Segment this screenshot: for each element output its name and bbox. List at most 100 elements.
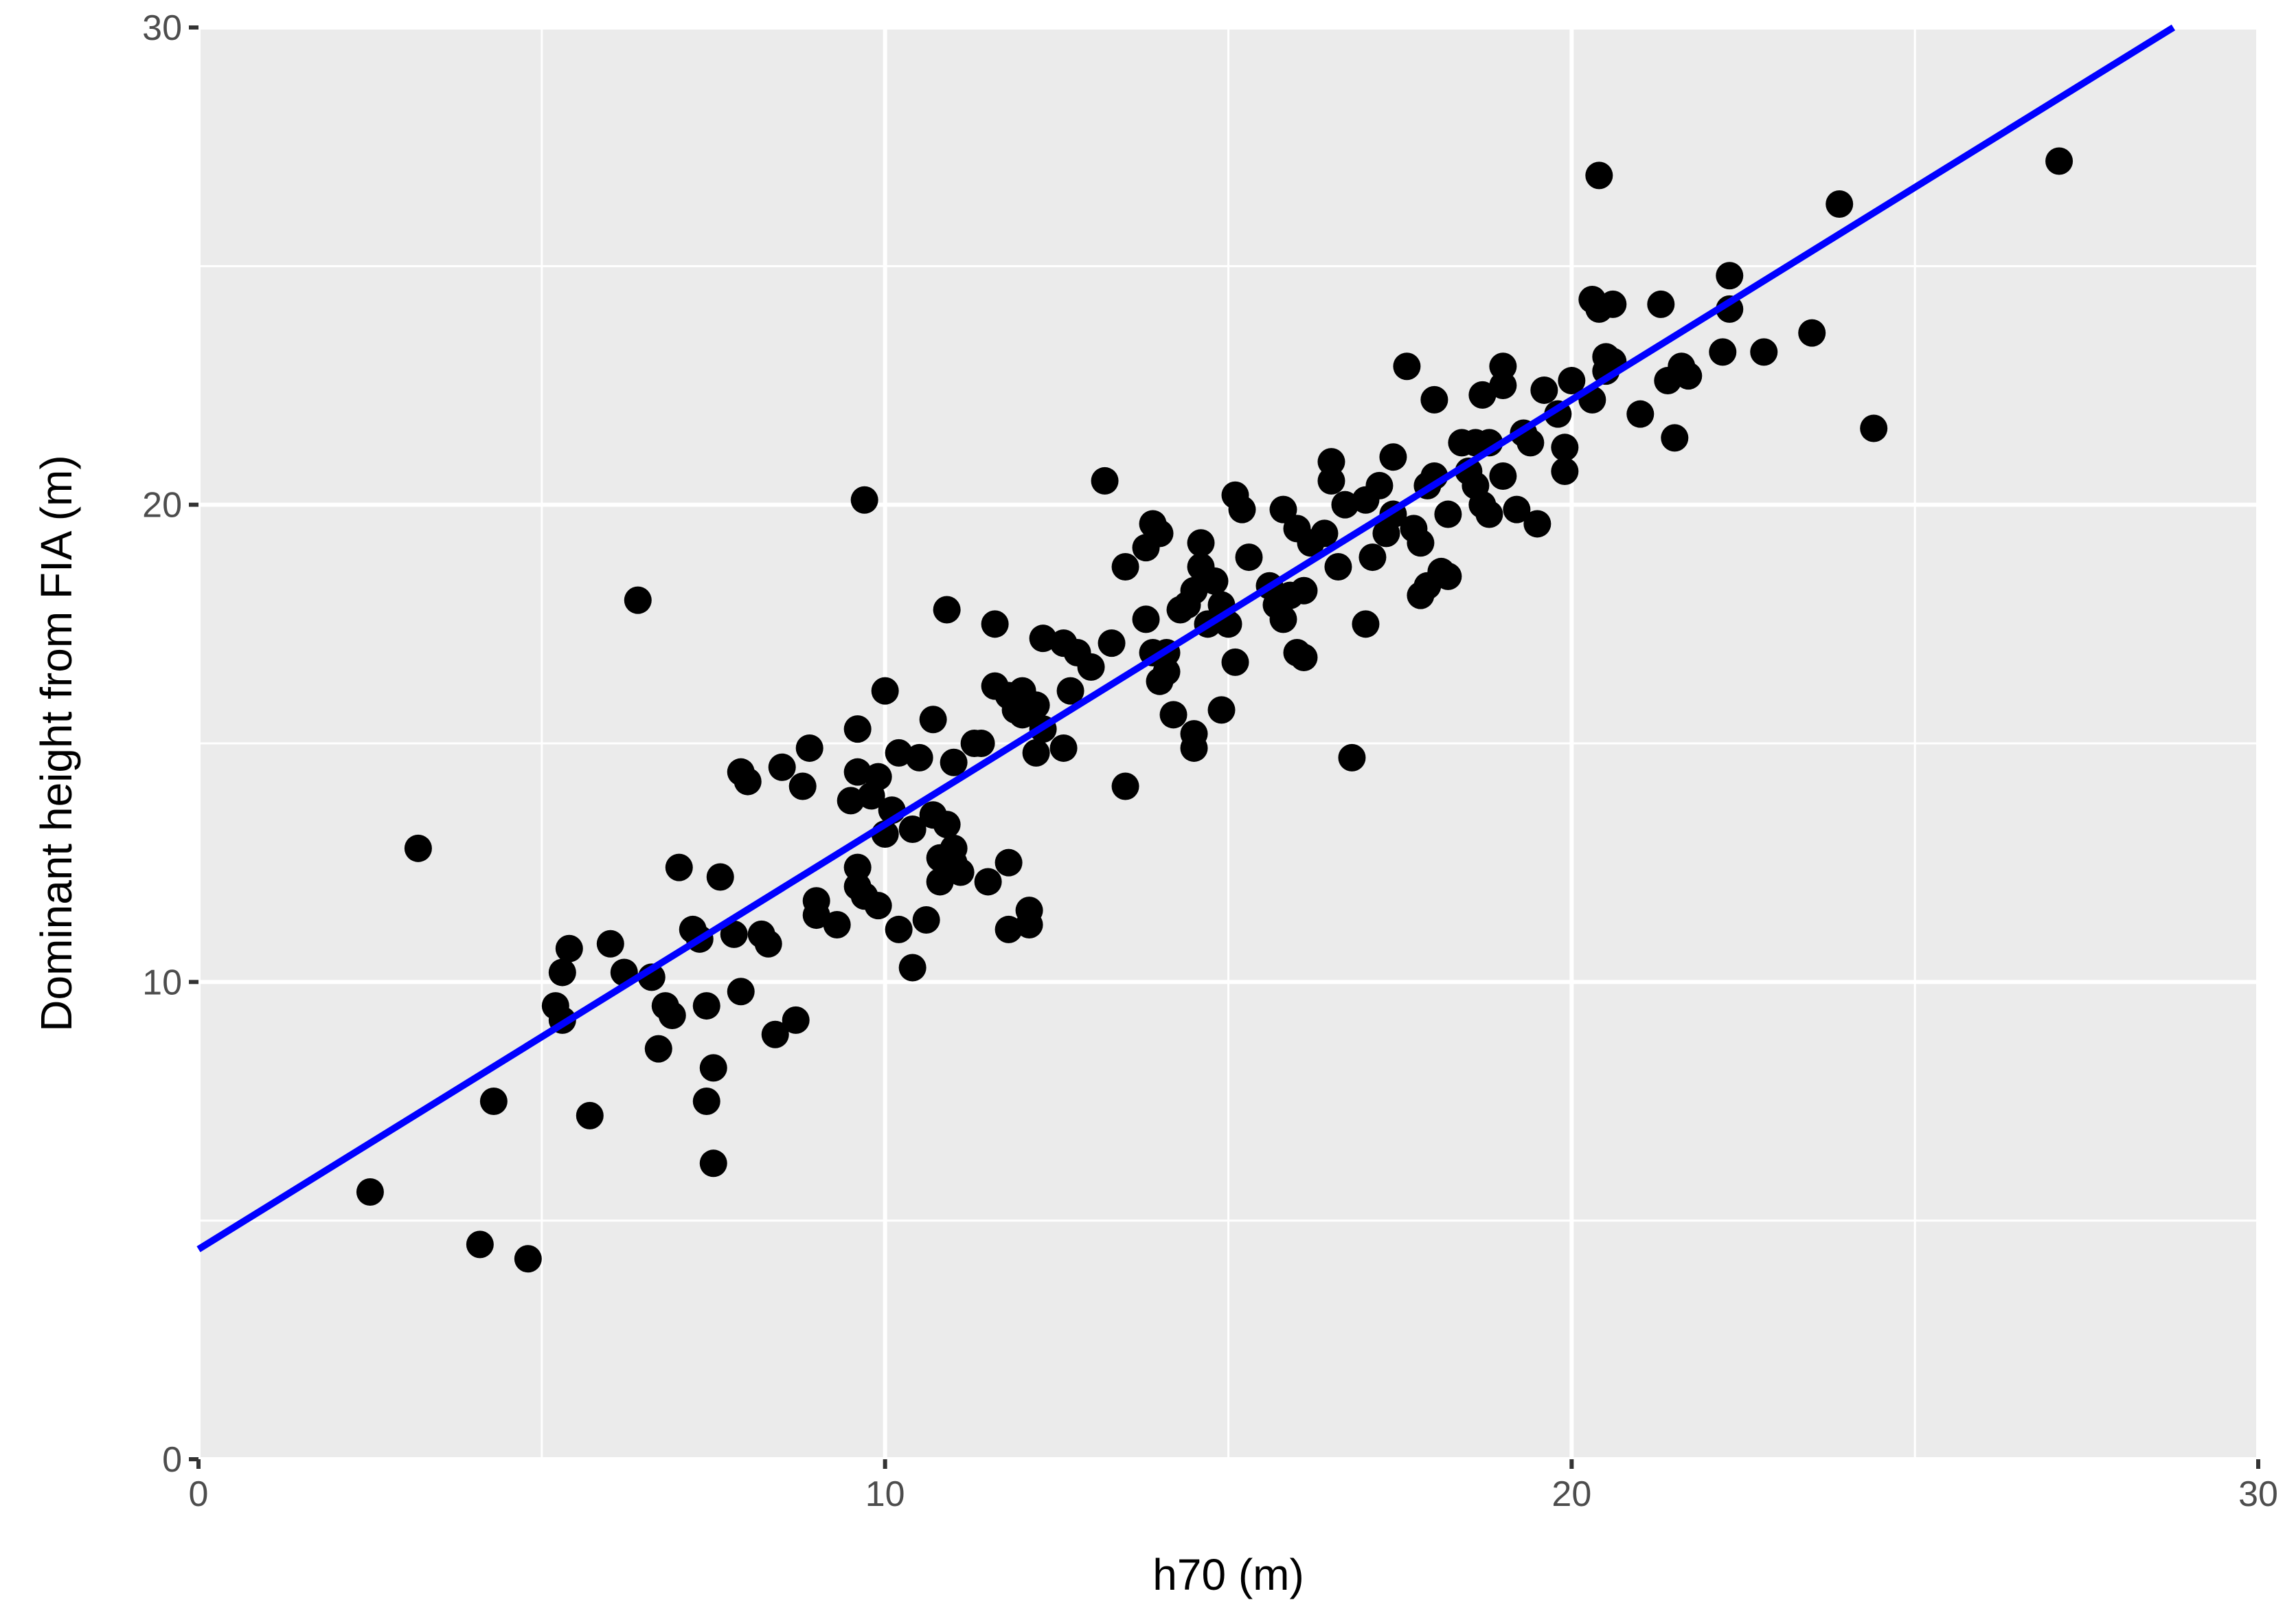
y-axis-title: Dominant height from FIA (m) [32, 455, 81, 1031]
data-point [1551, 458, 1579, 486]
major-gridlines [196, 25, 2260, 1461]
data-point [1826, 190, 1854, 218]
data-point [933, 811, 961, 839]
data-point [795, 734, 823, 762]
data-point [1558, 367, 1586, 395]
data-point [1290, 576, 1318, 605]
data-point [404, 834, 432, 862]
data-point [1516, 429, 1545, 457]
data-point [1317, 448, 1345, 476]
data-point [1626, 400, 1655, 428]
data-point [1098, 629, 1126, 657]
data-point [356, 1178, 384, 1206]
y-tick-label: 30 [142, 8, 182, 48]
data-point [1503, 495, 1531, 524]
data-point [864, 763, 892, 791]
data-point [1475, 500, 1503, 528]
data-point [1716, 262, 1744, 290]
data-point [1709, 338, 1737, 366]
data-point [1111, 772, 1139, 800]
minor-gridlines [198, 27, 2258, 1459]
data-point [1379, 443, 1407, 471]
data-point [1324, 552, 1352, 581]
data-point [1235, 543, 1263, 572]
data-point [1269, 495, 1297, 524]
data-point [843, 853, 872, 881]
data-point [1077, 653, 1105, 681]
data-point [871, 677, 899, 705]
data-point [1317, 466, 1345, 495]
data-point [788, 772, 817, 800]
data-point [761, 1020, 789, 1048]
data-point [933, 596, 961, 624]
data-point [1407, 529, 1435, 557]
data-point [1331, 491, 1359, 519]
data-point [1860, 414, 1888, 442]
data-point [843, 758, 872, 786]
data-point [898, 815, 927, 844]
y-tick-label: 20 [142, 486, 182, 526]
x-tick-label: 30 [2238, 1474, 2278, 1514]
data-point [1221, 648, 1249, 676]
data-point [946, 858, 975, 886]
data-point [1132, 605, 1160, 633]
data-point [1049, 734, 1078, 762]
data-point [768, 753, 796, 781]
y-tick-label: 0 [162, 1440, 182, 1480]
data-point [782, 1006, 810, 1034]
fit-line [196, 24, 2176, 1252]
data-point [555, 934, 583, 963]
data-point [1489, 462, 1517, 490]
data-point [658, 1001, 686, 1029]
data-point [1468, 381, 1497, 409]
data-point [720, 920, 748, 948]
data-point [823, 910, 851, 938]
y-tick-label: 10 [142, 963, 182, 1002]
data-point [994, 915, 1023, 943]
data-point [898, 954, 927, 982]
data-point [1393, 352, 1421, 381]
data-point [1750, 338, 1778, 366]
data-points [356, 147, 2073, 1273]
data-point [905, 743, 933, 772]
data-point [1338, 743, 1366, 772]
data-point [514, 1245, 542, 1273]
data-point [864, 892, 892, 920]
data-point [1585, 161, 1613, 190]
data-point [1152, 657, 1181, 686]
data-point [1228, 495, 1256, 524]
data-point [981, 610, 1009, 638]
data-point [596, 930, 624, 958]
data-point [1111, 552, 1139, 581]
data-point [912, 906, 940, 934]
data-point [1420, 385, 1448, 414]
data-point [754, 930, 782, 958]
data-point [1647, 290, 1675, 318]
data-point [699, 1054, 727, 1082]
data-point [1146, 519, 1174, 548]
data-point [1015, 910, 1043, 938]
y-axis-ticks: 0 10 20 30 [142, 8, 198, 1480]
data-point [974, 868, 1002, 896]
data-point [692, 992, 720, 1020]
data-point [1310, 519, 1339, 548]
data-point [466, 1230, 494, 1259]
data-point [1201, 567, 1229, 595]
data-point [1056, 677, 1084, 705]
data-point [919, 706, 947, 734]
x-tick-label: 20 [1551, 1474, 1591, 1514]
data-point [1269, 605, 1297, 633]
data-point [1489, 352, 1517, 381]
data-point [1661, 424, 1689, 452]
data-point [1187, 529, 1215, 557]
data-point [1716, 295, 1744, 323]
data-point [837, 787, 865, 815]
data-point [1359, 543, 1387, 572]
data-point [1207, 696, 1236, 724]
data-point [1530, 376, 1558, 404]
data-point [1091, 466, 1119, 495]
data-point [1798, 319, 1826, 347]
data-point [885, 739, 913, 767]
